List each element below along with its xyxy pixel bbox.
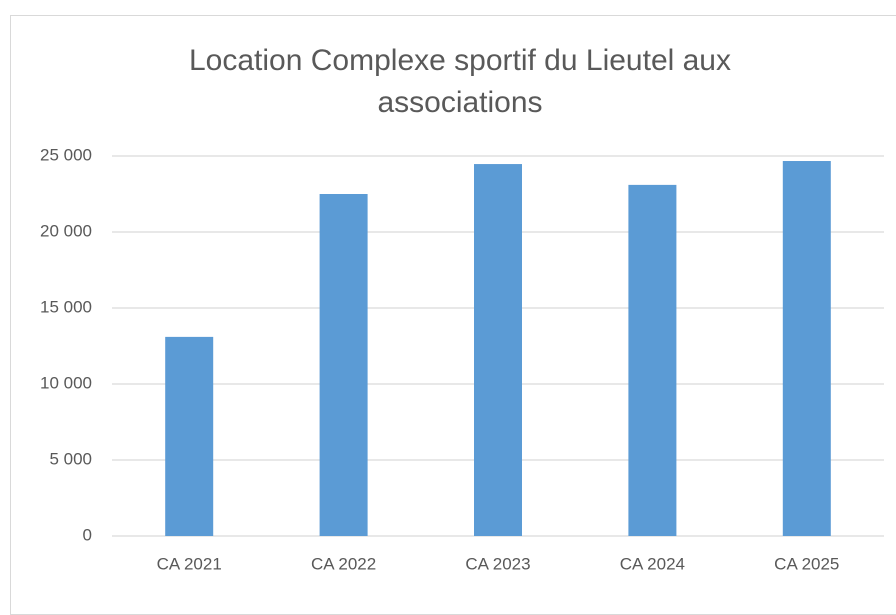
bar: [782, 161, 831, 537]
chart: 0 5 000 10 000 15 000 20 000 25 000 CA 2021 CA …: [40, 145, 884, 573]
y-tick-label: 20 000: [40, 221, 92, 240]
bar: [474, 164, 522, 536]
y-tick-label: 10 000: [40, 373, 92, 392]
bar: [319, 194, 368, 536]
bar: [628, 184, 677, 536]
y-tick-label: 15 000: [40, 297, 92, 316]
y-tick-label: 25 000: [40, 145, 92, 164]
page: Location Complexe sportif du Lieutel aux…: [10, 15, 896, 615]
x-tick-label: CA 2025: [774, 554, 839, 573]
x-tick-label: CA 2022: [311, 554, 376, 573]
chart-title: Location Complexe sportif du Lieutel aux…: [189, 44, 731, 119]
y-tick-label: 0: [83, 525, 92, 544]
y-tick-label: 5 000: [49, 449, 92, 468]
x-tick-label: CA 2023: [465, 554, 530, 573]
x-tick-label: CA 2021: [157, 554, 222, 573]
bar: [165, 336, 214, 536]
x-tick-label: CA 2024: [620, 554, 685, 573]
